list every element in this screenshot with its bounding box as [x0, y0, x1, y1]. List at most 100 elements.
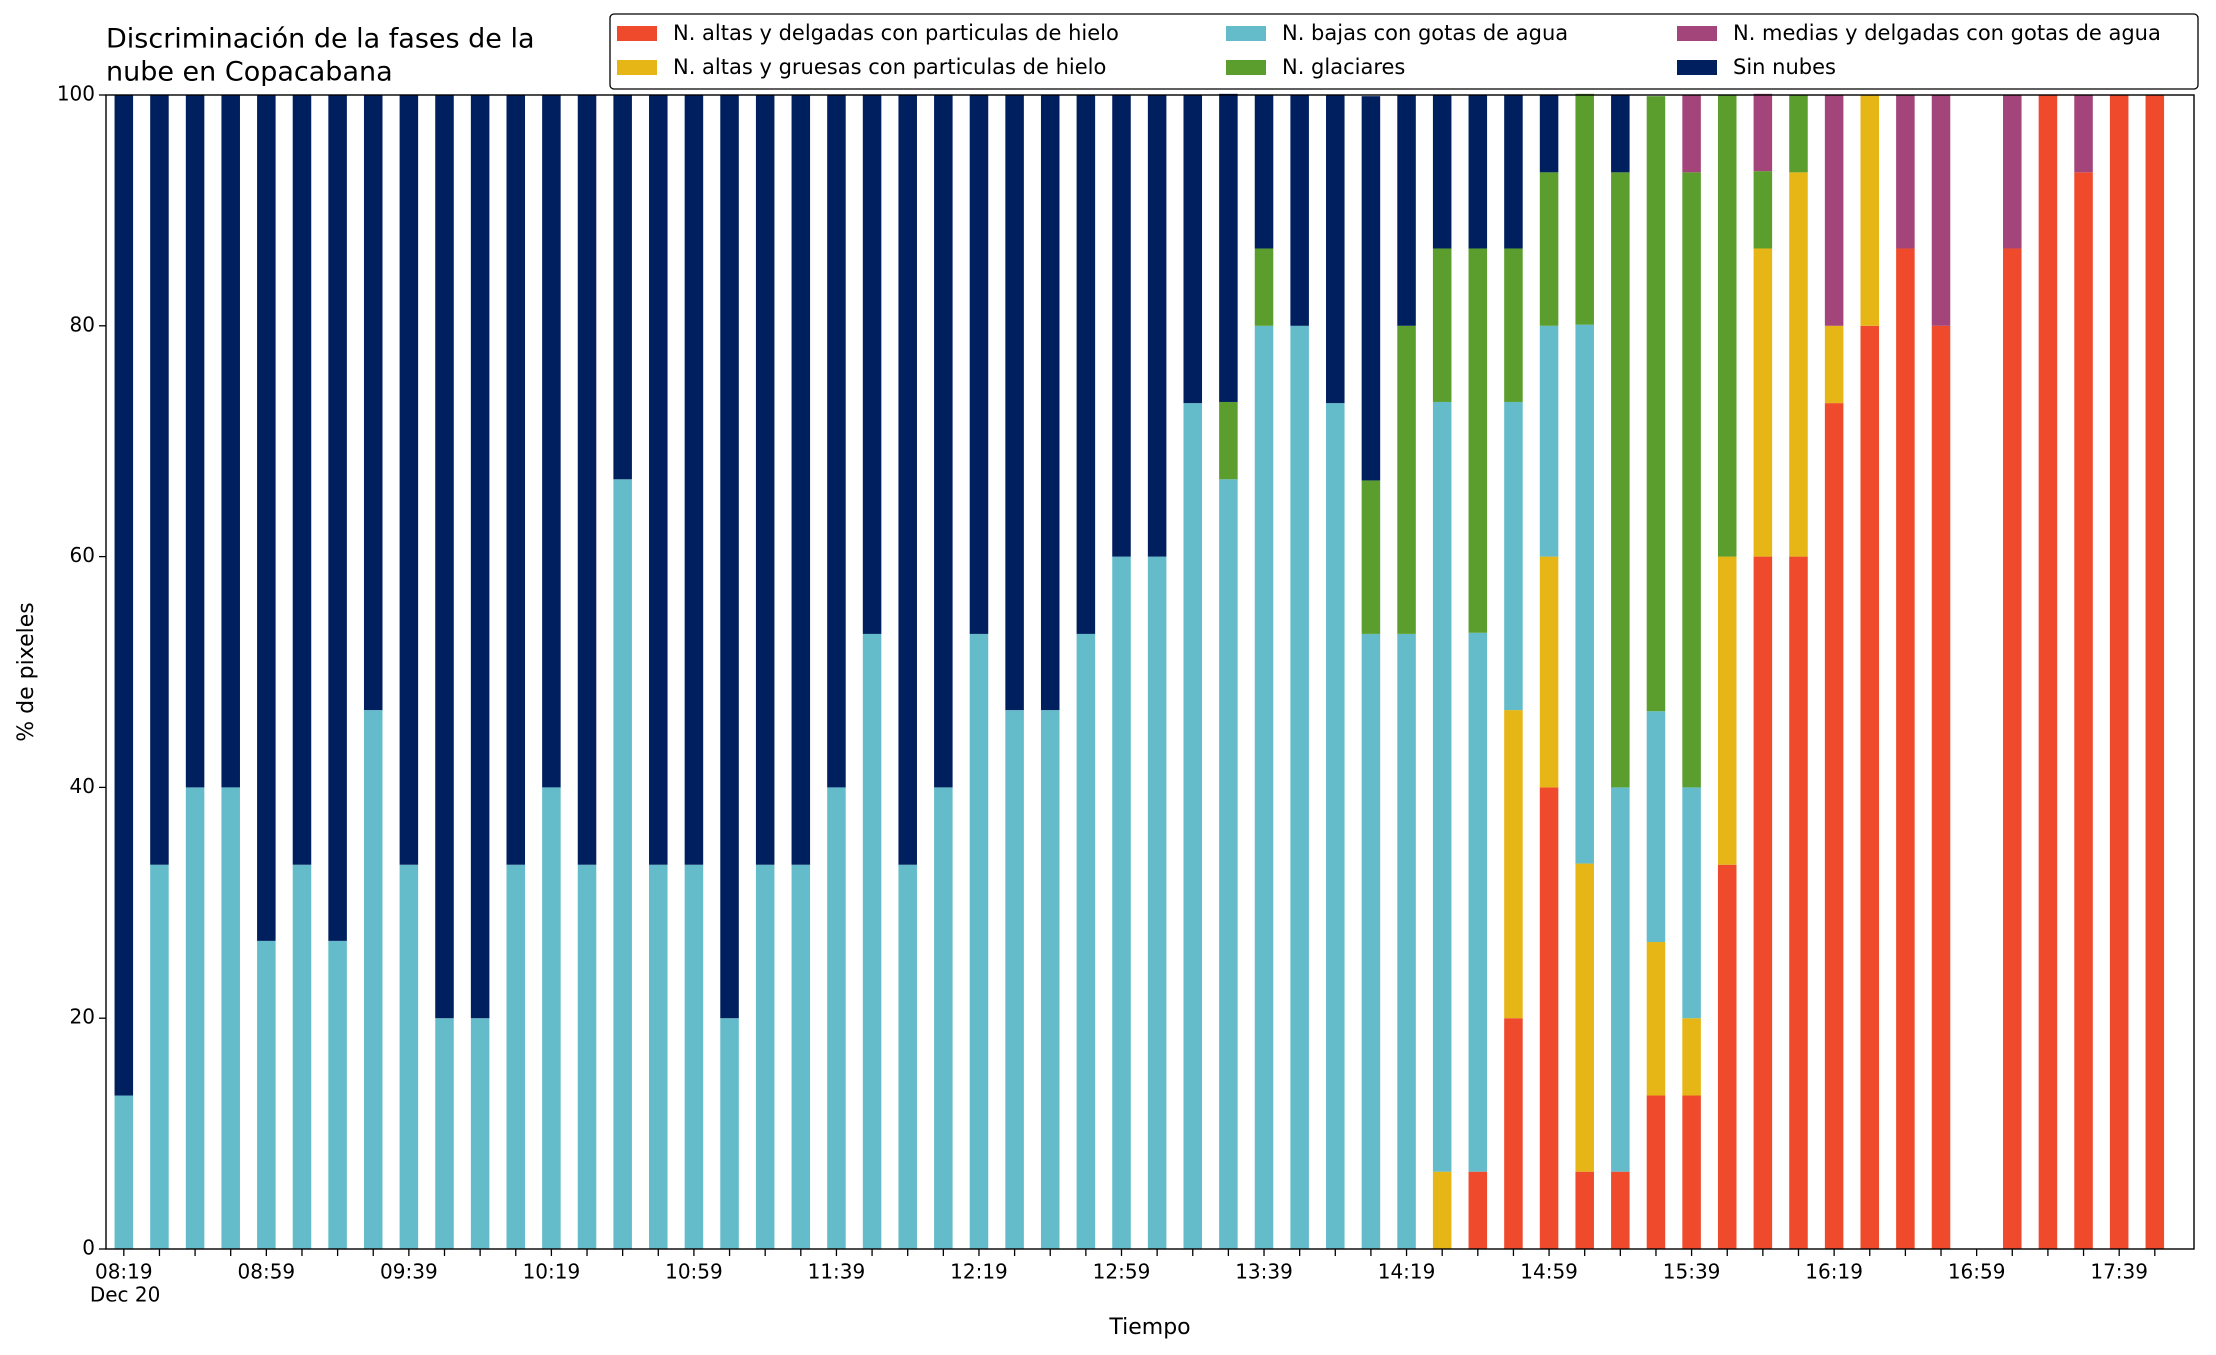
bar-segment: [221, 95, 240, 788]
bar-segment: [1753, 171, 1773, 249]
bar-segment: [1290, 325, 1309, 1249]
bar-segment: [1112, 95, 1131, 557]
bar-segment: [898, 95, 917, 865]
bar-segment: [1504, 248, 1523, 402]
bar-segment: [613, 95, 632, 480]
bar-segment: [613, 479, 632, 1250]
bar-segment: [898, 864, 917, 1249]
legend-label: N. bajas con gotas de agua: [1282, 21, 1568, 45]
bar-segment: [1824, 95, 1844, 326]
bar-segment: [1789, 172, 1808, 557]
bar-segment: [1682, 172, 1701, 788]
bar-segment: [399, 864, 419, 1249]
x-tick-label: 12:59: [1093, 1260, 1151, 1284]
bar-segment: [720, 1018, 739, 1249]
bar-segment: [1682, 95, 1701, 173]
bar-segment: [1682, 1018, 1701, 1096]
bar-segment: [1361, 96, 1381, 481]
bar-segment: [1753, 248, 1773, 557]
legend-swatch: [1226, 60, 1266, 75]
x-tick-label: 16:19: [1805, 1260, 1863, 1284]
bar-segment: [1432, 95, 1452, 249]
bar-segment: [150, 864, 169, 1249]
bar-segment: [791, 864, 811, 1249]
bar-segment: [114, 95, 134, 1096]
x-tick-label: 08:59: [238, 1260, 296, 1284]
bar-segment: [1682, 787, 1701, 1019]
bar-segment: [1646, 711, 1666, 943]
bar-segment: [292, 864, 312, 1249]
bar-segment: [755, 95, 775, 865]
bar-segment: [328, 95, 347, 941]
bar-segment: [1005, 710, 1024, 1249]
bar-segment: [470, 1018, 490, 1249]
bar-segment: [969, 95, 989, 634]
y-axis-label: % de pixeles: [14, 602, 39, 741]
bar-segment: [1468, 248, 1488, 633]
bar-segment: [1432, 1171, 1452, 1249]
bar-segment: [363, 95, 383, 711]
bar-segment: [1860, 95, 1880, 326]
bar-segment: [1183, 403, 1203, 1249]
x-tick-label: 15:39: [1663, 1260, 1721, 1284]
x-tick-label: 14:19: [1378, 1260, 1436, 1284]
y-tick-label: 100: [57, 82, 95, 106]
bar-segment: [2074, 95, 2093, 173]
bar-segment: [791, 95, 811, 865]
bar-segment: [1183, 95, 1203, 404]
bar-segment: [1717, 864, 1737, 1249]
bar-segment: [2145, 95, 2165, 1249]
bar-segment: [1254, 325, 1274, 1249]
x-tick-label: 10:19: [523, 1260, 581, 1284]
bar-segment: [1860, 325, 1880, 1249]
bar-segment: [1254, 95, 1274, 249]
bar-segment: [1397, 95, 1416, 326]
bar-segment: [399, 95, 419, 865]
x-tick-label: 08:19: [95, 1260, 153, 1284]
bar-segment: [827, 787, 846, 1249]
x-tick-label: 14:59: [1520, 1260, 1578, 1284]
bar-segment: [1005, 95, 1024, 711]
x-tick-label: 11:39: [808, 1260, 866, 1284]
plot-frame: [105, 94, 2195, 1250]
bar-segment: [435, 1018, 454, 1249]
bar-segment: [1219, 93, 1238, 402]
y-tick-label: 60: [70, 543, 95, 567]
bar-segment: [1611, 787, 1630, 1172]
legend-swatch: [617, 60, 657, 75]
bar-segment: [1753, 556, 1773, 1249]
bar-segment: [1397, 325, 1416, 634]
bar-segment: [1468, 95, 1488, 249]
bar-segment: [1361, 633, 1381, 1249]
bar-segment: [185, 787, 205, 1249]
bar-segment: [577, 95, 597, 865]
bar-segment: [1112, 556, 1131, 1249]
bar-segment: [1539, 95, 1559, 173]
bar-segment: [1931, 325, 1951, 1249]
bar-segment: [969, 633, 989, 1249]
bar-segment: [1040, 95, 1060, 711]
bar-segment: [1575, 93, 1594, 325]
bar-segment: [1219, 401, 1238, 480]
bar-segment: [1789, 556, 1808, 1249]
legend-swatch: [617, 26, 657, 41]
bar-segment: [506, 864, 526, 1249]
legend-swatch: [1226, 26, 1266, 41]
chart-title: Discriminación de la fases de la: [106, 24, 535, 55]
bar-segment: [2109, 95, 2129, 1249]
x-tick-label: 16:59: [1948, 1260, 2006, 1284]
bar-segment: [2003, 248, 2022, 1249]
legend-swatch: [1677, 60, 1717, 75]
bar-segment: [2038, 95, 2058, 1249]
bar-segment: [1931, 95, 1951, 326]
bar-segment: [1539, 172, 1559, 326]
bar-segment: [577, 864, 597, 1249]
bar-segment: [1432, 248, 1452, 402]
bar-segment: [1646, 96, 1666, 712]
bar-segment: [257, 940, 276, 1249]
x-tick-label: 09:39: [380, 1260, 438, 1284]
legend-label: N. medias y delgadas con gotas de agua: [1733, 21, 2161, 45]
bar-segment: [1539, 787, 1559, 1249]
bar-segment: [1254, 248, 1274, 326]
